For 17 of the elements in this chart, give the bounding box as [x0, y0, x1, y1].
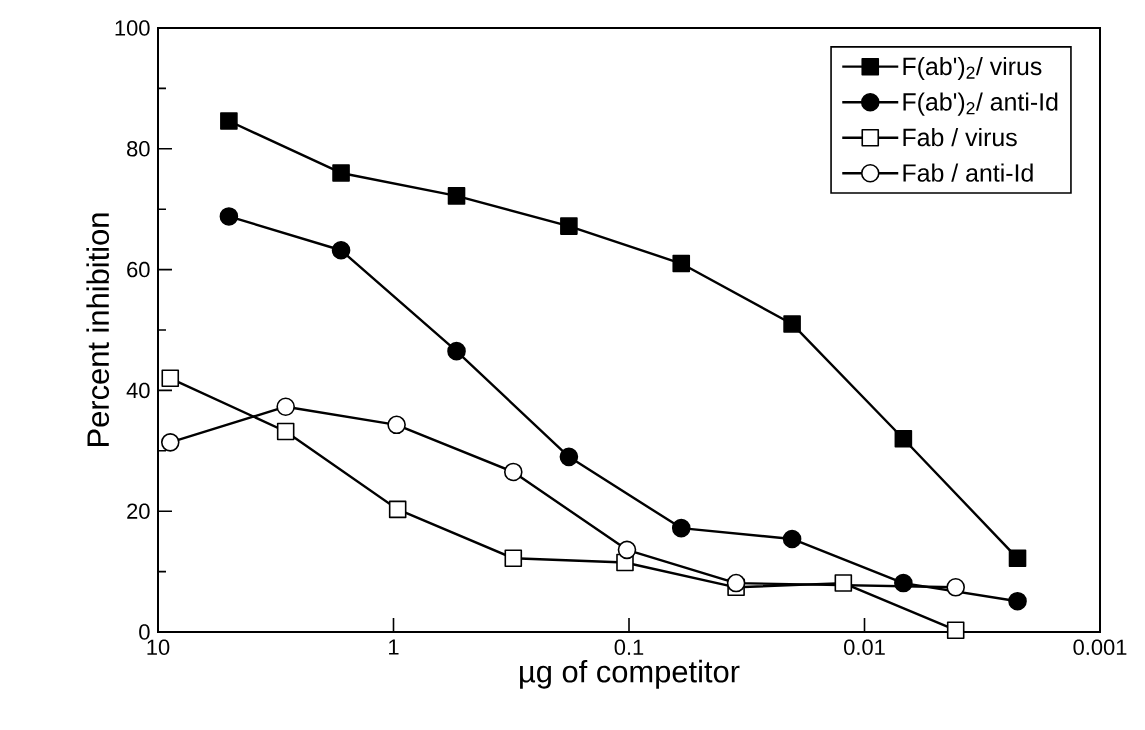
legend-label: Fab / anti-Id [903, 163, 1033, 182]
y-tick-label: 100 [115, 20, 150, 36]
y-tick-label: 0 [139, 624, 150, 640]
y-axis-title: Percent inhibition [86, 213, 110, 446]
x-tick-label: 1 [389, 639, 399, 655]
y-tick-label: 80 [127, 141, 150, 157]
x-tick-label: 0.01 [844, 639, 885, 656]
x-axis-title: µg of competitor [520, 659, 740, 689]
legend-label: F(ab')$_{2}$/ virus [903, 56, 1042, 81]
legend-label: Fab / virus [903, 127, 1017, 147]
x-tick-label: 0.001 [1073, 639, 1127, 656]
legend-label: F(ab')$_{2}$/ anti-Id [903, 92, 1058, 116]
y-tick-label: 20 [127, 503, 150, 519]
y-tick-label: 60 [127, 261, 150, 278]
y-tick-label: 40 [126, 382, 150, 399]
x-tick-label: 0.1 [614, 639, 644, 656]
x-tick-label: 10 [147, 639, 170, 656]
